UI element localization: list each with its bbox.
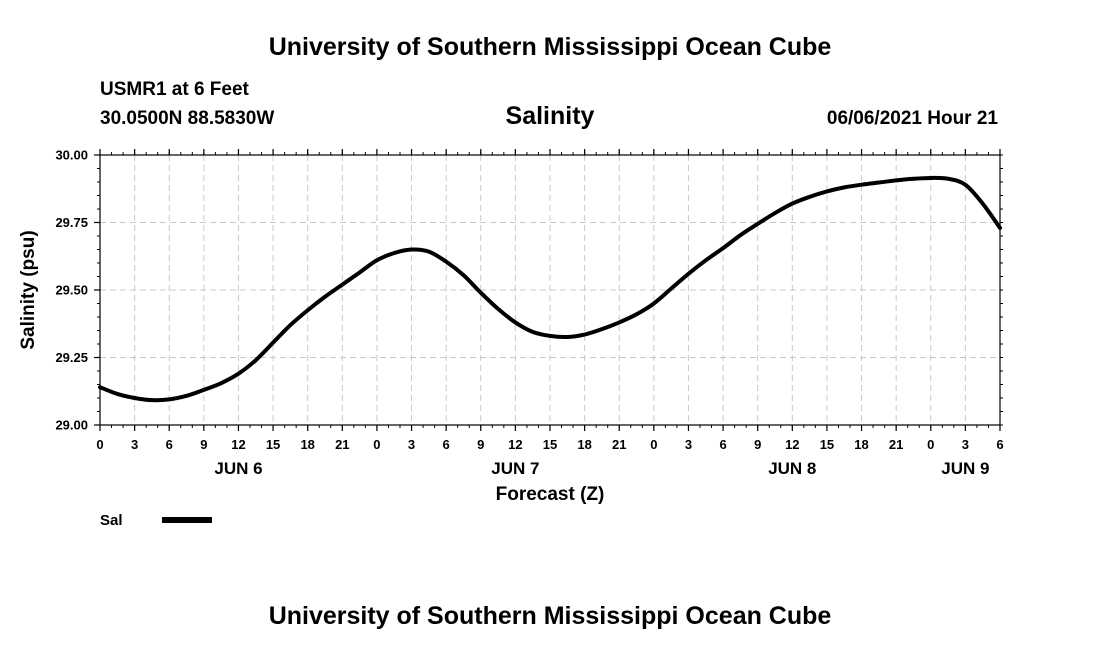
x-tick-label: 6 (996, 437, 1003, 452)
day-label: JUN 8 (768, 459, 816, 478)
day-label: JUN 7 (491, 459, 539, 478)
x-tick-label: 0 (96, 437, 103, 452)
x-axis-title: Forecast (Z) (496, 484, 605, 505)
forecast-datetime: 06/06/2021 Hour 21 (827, 108, 999, 129)
x-tick-label: 21 (612, 437, 626, 452)
x-tick-label: 15 (820, 437, 834, 452)
x-tick-label: 6 (443, 437, 450, 452)
x-tick-label: 6 (719, 437, 726, 452)
x-tick-label: 18 (854, 437, 868, 452)
x-tick-label: 15 (266, 437, 280, 452)
x-tick-label: 12 (231, 437, 245, 452)
x-tick-label: 12 (785, 437, 799, 452)
y-tick-label: 30.00 (55, 148, 88, 163)
x-tick-label: 0 (650, 437, 657, 452)
variable-title: Salinity (506, 102, 595, 130)
x-tick-label: 9 (754, 437, 761, 452)
gridlines (100, 155, 1000, 425)
x-tick-label: 6 (166, 437, 173, 452)
legend-label: Sal (100, 512, 123, 529)
day-label: JUN 6 (214, 459, 262, 478)
x-tick-label: 3 (962, 437, 969, 452)
x-tick-label: 18 (577, 437, 591, 452)
x-tick-label: 18 (300, 437, 314, 452)
x-tick-label: 3 (131, 437, 138, 452)
y-tick-labels: 29.00 29.25 29.50 29.75 30.00 (55, 148, 88, 433)
y-tick-label: 29.25 (55, 350, 88, 365)
day-labels: JUN 6 JUN 7 JUN 8 JUN 9 (214, 459, 989, 478)
x-tick-labels: 0 3 6 9 12 15 18 21 0 3 6 9 12 15 18 21 0 3 6 9 12 15 18 21 0 3 6 (96, 437, 1003, 452)
x-tick-label: 3 (408, 437, 415, 452)
plot-frame (99, 154, 1001, 426)
x-tick-label: 3 (685, 437, 692, 452)
x-tick-label: 0 (927, 437, 934, 452)
station-label: USMR1 at 6 Feet (100, 79, 250, 100)
salinity-series-line (98, 175, 1002, 403)
x-tick-label: 15 (543, 437, 557, 452)
x-tick-label: 21 (335, 437, 349, 452)
y-tick-label: 29.50 (55, 283, 88, 298)
legend: Sal (100, 512, 212, 529)
x-tick-label: 12 (508, 437, 522, 452)
y-axis-title: Salinity (psu) (18, 230, 39, 349)
day-label: JUN 9 (941, 459, 989, 478)
station-coords: 30.0500N 88.5830W (100, 108, 274, 129)
x-tick-label: 21 (889, 437, 903, 452)
x-tick-label: 9 (477, 437, 484, 452)
x-tick-label: 9 (200, 437, 207, 452)
y-tick-label: 29.75 (55, 215, 88, 230)
x-tick-label: 0 (373, 437, 380, 452)
chart-title: University of Southern Mississippi Ocean… (269, 33, 832, 61)
footer-title: University of Southern Mississippi Ocean… (269, 602, 832, 630)
y-tick-label: 29.00 (55, 418, 88, 433)
